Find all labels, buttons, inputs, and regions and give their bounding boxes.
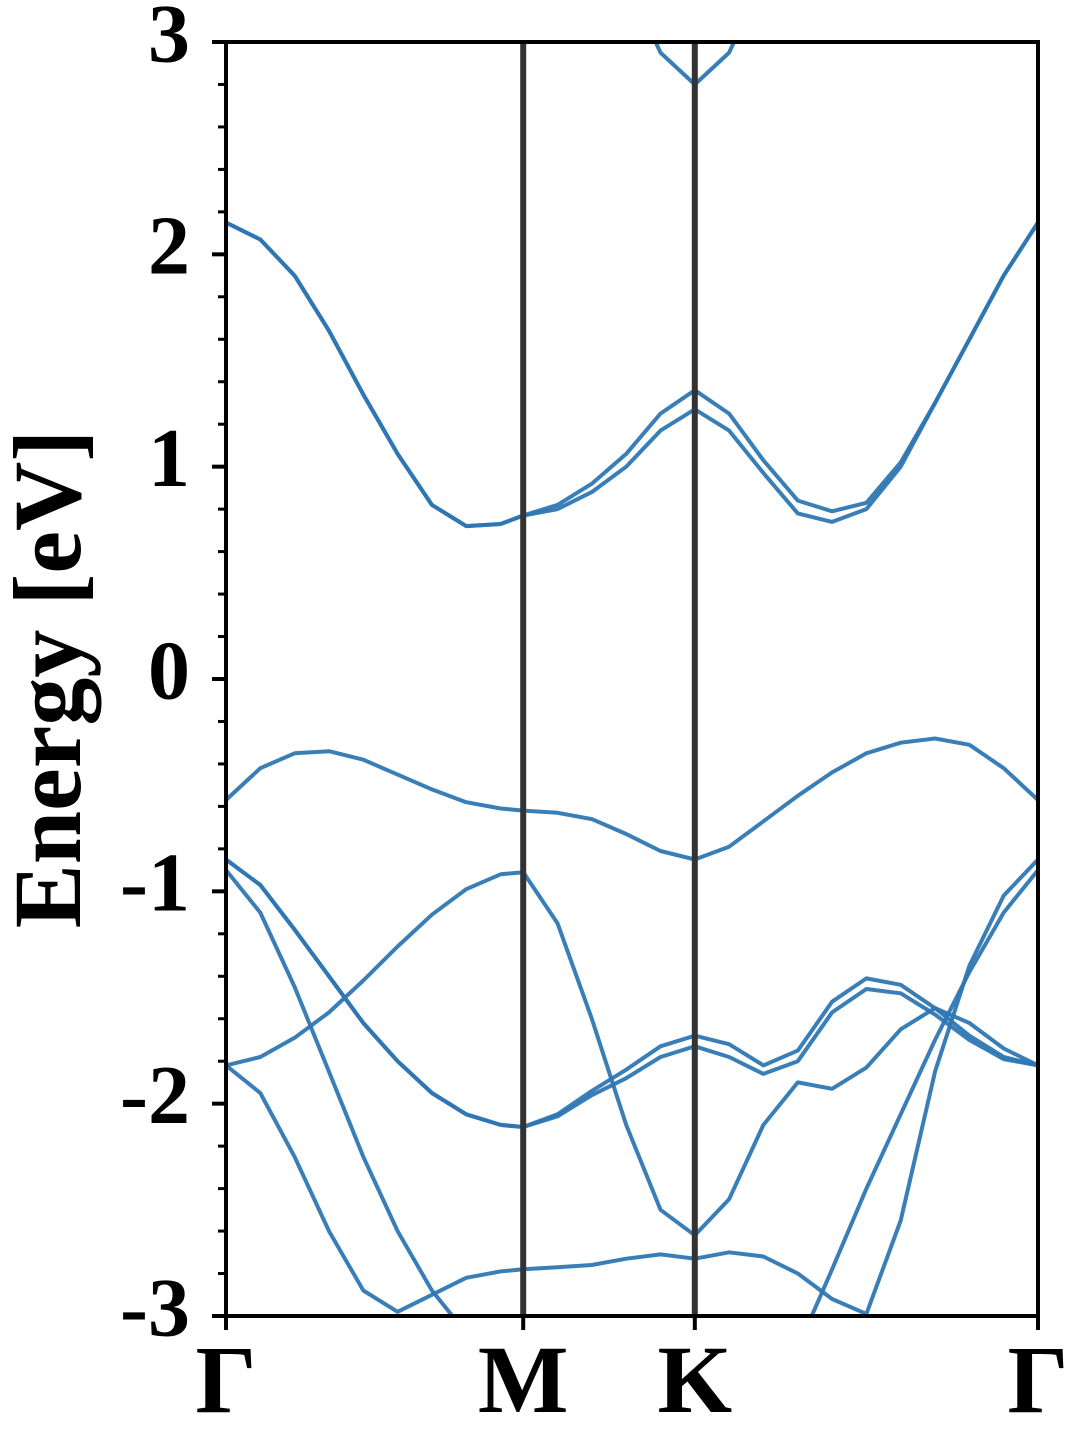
y-tick-label: -3 <box>120 1261 190 1354</box>
x-tick-label: M <box>478 1326 569 1433</box>
band-line <box>226 870 1038 1238</box>
x-tick-label: Γ <box>1007 1326 1068 1433</box>
x-tick-label: K <box>657 1326 732 1433</box>
band-line <box>226 868 1038 1316</box>
plot-frame <box>224 40 1040 1318</box>
band-line <box>226 220 1038 529</box>
y-axis-label: Energy [eV] <box>0 430 101 929</box>
band-line <box>226 220 1038 529</box>
y-tick-label: -2 <box>120 1049 190 1142</box>
y-tick-label: 2 <box>148 200 190 293</box>
x-tick-label: Γ <box>195 1326 256 1433</box>
band-line <box>226 857 1038 1129</box>
plot-area <box>226 42 1038 1316</box>
y-tick-label: 1 <box>148 412 190 505</box>
y-tick-label: -1 <box>120 837 190 930</box>
y-tick-label: 3 <box>148 0 190 80</box>
band-line <box>226 858 1038 1316</box>
band-line <box>226 736 1038 862</box>
y-tick-label: 0 <box>148 624 190 717</box>
